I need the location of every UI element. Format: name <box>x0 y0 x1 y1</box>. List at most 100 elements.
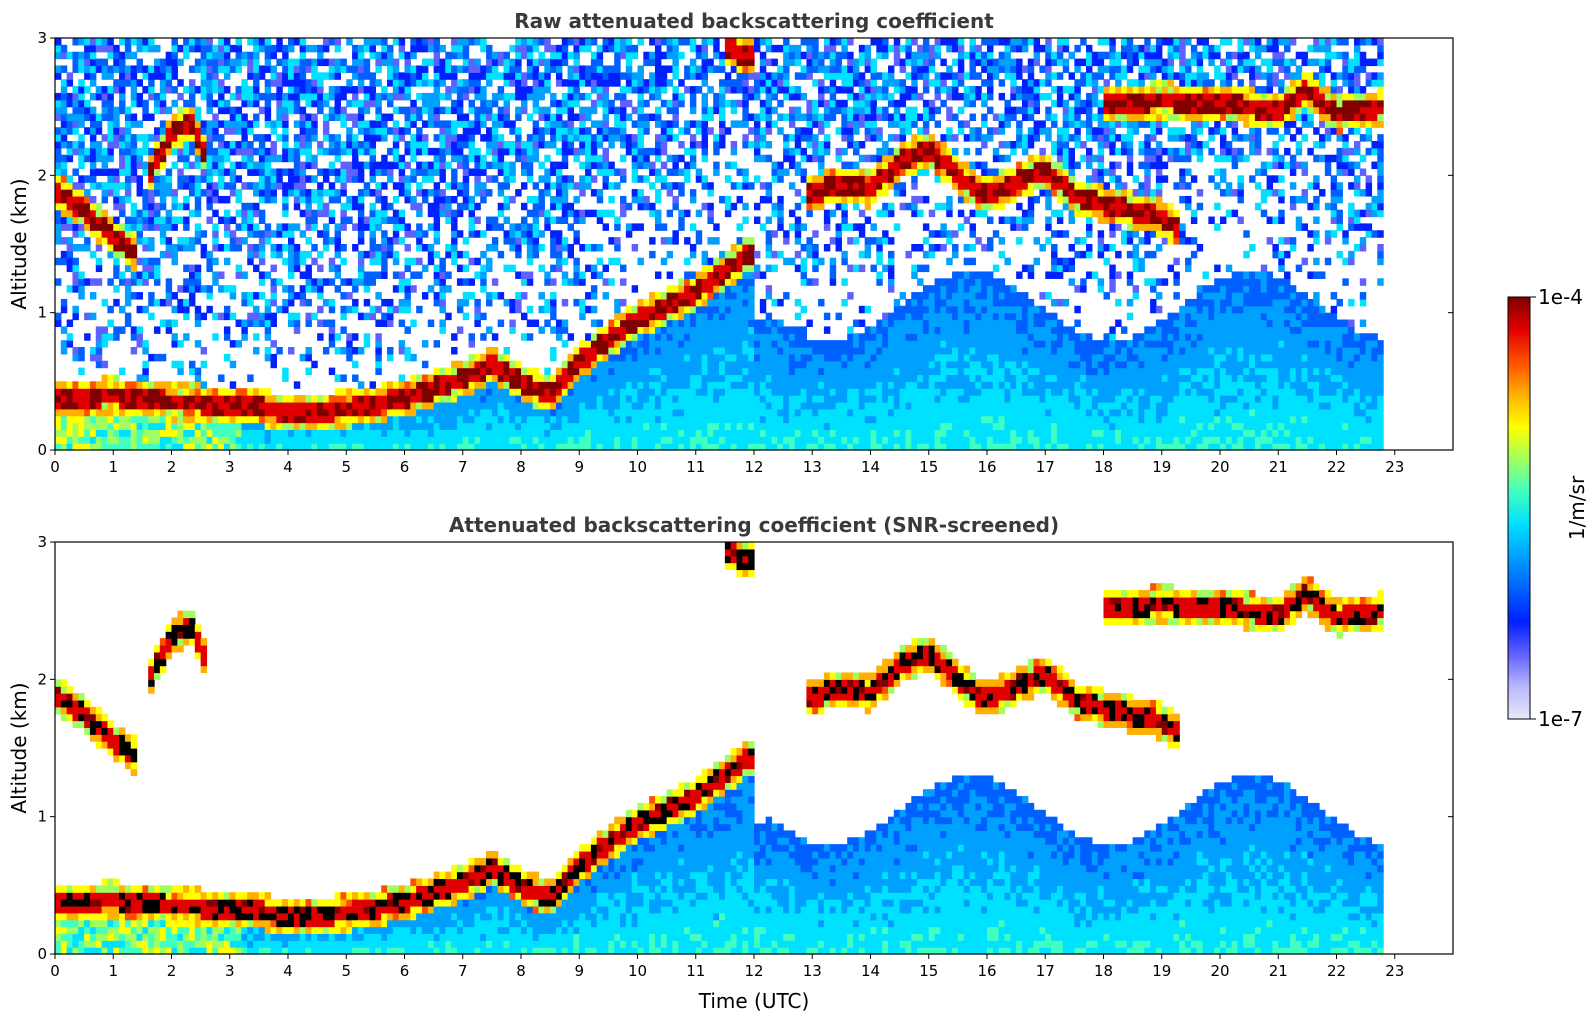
heatmap-cell <box>194 195 202 204</box>
heatmap-cell <box>719 340 726 348</box>
heatmap-cell <box>119 244 126 252</box>
heatmap-cell <box>72 271 79 279</box>
heatmap-cell <box>346 38 353 46</box>
heatmap-cell <box>154 147 161 156</box>
heatmap-cell <box>585 168 592 176</box>
heatmap-cell <box>433 72 441 80</box>
heatmap-cell <box>637 86 644 94</box>
heatmap-cell <box>771 333 778 341</box>
heatmap-cell <box>736 182 743 190</box>
heatmap-cell <box>101 401 109 410</box>
heatmap-cell <box>474 360 481 369</box>
heatmap-cell <box>433 154 441 163</box>
heatmap-cell <box>107 374 114 382</box>
heatmap-cell <box>695 333 703 341</box>
heatmap-cell <box>340 347 347 355</box>
heatmap-cell <box>439 264 446 273</box>
heatmap-cell <box>229 285 237 293</box>
heatmap-cell <box>783 92 790 101</box>
heatmap-cell <box>387 237 394 245</box>
heatmap-cell <box>165 401 173 410</box>
heatmap-cell <box>223 388 231 396</box>
heatmap-cell <box>398 271 406 279</box>
heatmap-cell <box>649 250 656 259</box>
heatmap-cell <box>486 443 493 451</box>
heatmap-cell <box>684 319 691 327</box>
heatmap-cell <box>625 51 633 60</box>
heatmap-cell <box>544 271 551 279</box>
heatmap-cell <box>124 415 132 424</box>
heatmap-cell <box>515 436 522 444</box>
heatmap-cell <box>765 422 773 430</box>
heatmap-cell <box>521 271 528 279</box>
heatmap-cell <box>107 319 114 327</box>
heatmap-cell <box>555 250 563 259</box>
heatmap-cell <box>491 120 499 128</box>
heatmap-cell <box>771 347 778 355</box>
heatmap-cell <box>445 92 452 101</box>
heatmap-cell <box>509 195 516 204</box>
heatmap-cell <box>707 429 714 437</box>
heatmap-cell <box>247 154 254 163</box>
heatmap-cell <box>614 216 621 224</box>
heatmap-cell <box>218 147 225 156</box>
heatmap-cell <box>363 401 371 410</box>
heatmap-cell <box>445 161 452 170</box>
heatmap-cell <box>136 388 143 396</box>
heatmap-cell <box>375 401 382 410</box>
heatmap-cell <box>521 367 528 376</box>
heatmap-cell <box>229 443 237 451</box>
heatmap-cell <box>357 257 365 266</box>
heatmap-cell <box>491 333 499 341</box>
heatmap-cell <box>299 168 307 176</box>
heatmap-cell <box>748 92 755 101</box>
heatmap-cell <box>142 161 149 170</box>
heatmap-cell <box>375 92 382 101</box>
heatmap-cell <box>538 422 545 430</box>
heatmap-cell <box>387 79 394 87</box>
heatmap-cell <box>183 298 190 307</box>
heatmap-cell <box>142 360 149 369</box>
heatmap-cell <box>585 395 592 403</box>
heatmap-cell <box>113 120 120 128</box>
heatmap-cell <box>282 298 289 307</box>
heatmap-cell <box>357 79 365 87</box>
heatmap-cell <box>206 182 213 190</box>
heatmap-cell <box>468 86 475 94</box>
heatmap-cell <box>561 189 569 197</box>
heatmap-cell <box>119 202 126 211</box>
heatmap-cell <box>101 374 109 382</box>
heatmap-cell <box>188 161 196 170</box>
heatmap-cell <box>701 154 709 163</box>
heatmap-cell <box>223 51 231 60</box>
heatmap-cell <box>602 333 609 341</box>
heatmap-cell <box>765 106 773 115</box>
heatmap-cell <box>538 202 545 211</box>
heatmap-cell <box>288 292 295 300</box>
heatmap-cell <box>177 120 184 128</box>
heatmap-cell <box>124 292 132 300</box>
heatmap-cell <box>299 189 307 197</box>
heatmap-cell <box>713 99 720 108</box>
heatmap-cell <box>754 38 761 46</box>
heatmap-cell <box>590 353 598 362</box>
heatmap-cell <box>159 230 167 238</box>
heatmap-cell <box>346 86 353 94</box>
heatmap-cell <box>282 113 289 121</box>
heatmap-cell <box>72 223 79 231</box>
heatmap-cell <box>555 168 563 176</box>
heatmap-cell <box>84 436 91 444</box>
heatmap-cell <box>247 120 254 128</box>
heatmap-cell <box>555 79 563 87</box>
heatmap-cell <box>555 326 563 334</box>
heatmap-cell <box>427 381 435 389</box>
heatmap-cell <box>293 58 301 67</box>
heatmap-cell <box>462 65 470 73</box>
heatmap-cell <box>585 65 592 73</box>
heatmap-cell <box>276 72 283 80</box>
heatmap-cell <box>299 51 307 60</box>
heatmap-cell <box>212 182 219 190</box>
heatmap-cell <box>299 250 307 259</box>
heatmap-cell <box>78 429 85 437</box>
heatmap-cell <box>707 415 714 424</box>
